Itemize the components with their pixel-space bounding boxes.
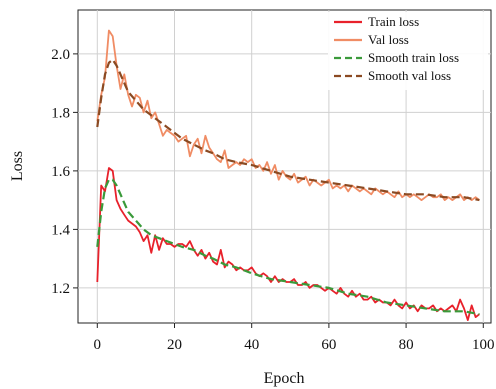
- x-tick-label: 20: [167, 337, 182, 353]
- y-axis-ticks: 1.2 1.4 1.6 1.8 2.0: [51, 47, 78, 297]
- legend-label: Train loss: [368, 14, 419, 29]
- legend-box: [328, 12, 488, 90]
- legend-label: Val loss: [368, 32, 409, 47]
- y-tick-label: 1.6: [51, 164, 70, 180]
- x-axis-ticks: 0 20 40 60 80 100: [94, 323, 495, 353]
- x-tick-label: 40: [244, 337, 259, 353]
- x-tick-label: 80: [399, 337, 414, 353]
- legend-label: Smooth train loss: [368, 50, 459, 65]
- series-line-val-loss: [96, 29, 480, 202]
- series-line-train-loss: [96, 167, 480, 322]
- series-line-smooth-val-loss: [96, 58, 480, 202]
- legend: Train loss Val loss Smooth train loss Smoot…: [328, 12, 488, 90]
- legend-label: Smooth val loss: [368, 68, 451, 83]
- series-layer: [96, 29, 480, 322]
- x-tick-label: 100: [472, 337, 495, 353]
- y-tick-label: 1.8: [51, 105, 70, 121]
- x-tick-label: 60: [321, 337, 336, 353]
- series-line-smooth-train-loss: [96, 178, 480, 316]
- x-axis-label: Epoch: [264, 370, 305, 387]
- y-axis-label: Loss: [9, 151, 26, 181]
- y-tick-label: 1.2: [51, 281, 70, 297]
- x-tick-label: 0: [94, 337, 102, 353]
- y-tick-label: 1.4: [51, 222, 70, 238]
- y-tick-label: 2.0: [51, 47, 70, 63]
